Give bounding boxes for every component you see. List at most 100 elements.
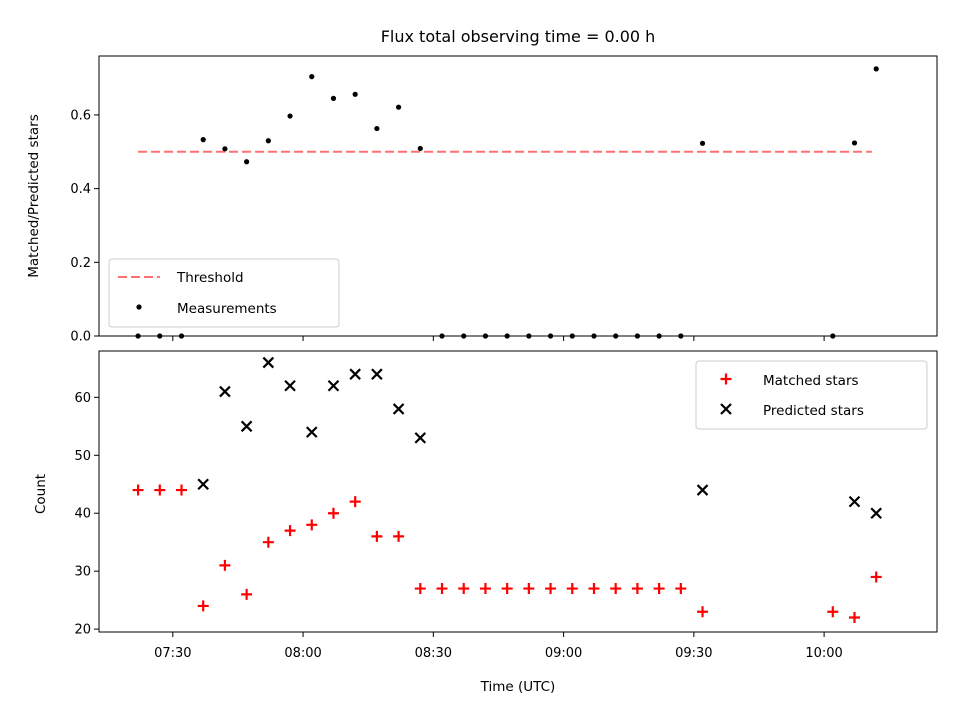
matched-point-20: [566, 583, 578, 595]
matched-point-22: [610, 583, 622, 595]
legend-predicted-label: Predicted stars: [763, 403, 864, 419]
measurement-point-10: [352, 91, 358, 97]
predicted-point-10: [414, 432, 427, 444]
bottom-y-tick-label: 40: [74, 507, 91, 522]
top-x-axis-ticks: [172, 336, 825, 341]
top-legend-frame: [108, 258, 340, 328]
bottom-x-tick-label: 08:30: [415, 646, 452, 661]
bottom-panel-count-plot: 20 30 40 50 60 07:30 08:00 08:30 09:00 09:30 10:0…: [33, 350, 938, 695]
matched-point-1: [154, 484, 166, 496]
predicted-point-2: [240, 420, 253, 433]
predicted-point-6: [327, 379, 340, 392]
bottom-y-axis-label: Count: [33, 474, 49, 514]
predicted-point-3: [262, 356, 275, 369]
measurement-point-12: [395, 104, 402, 110]
legend-measurements-swatch: [136, 304, 142, 310]
measurement-point-3: [200, 137, 206, 143]
top-y-tick-label: 0.2: [70, 256, 91, 271]
matched-point-12: [393, 530, 405, 542]
matched-point-2: [175, 484, 187, 496]
predicted-point-5: [305, 426, 318, 438]
bottom-legend-frame: [695, 360, 928, 430]
matched-point-19: [545, 583, 557, 595]
bottom-x-tick-label: 09:00: [545, 646, 582, 661]
legend-matched-label: Matched stars: [763, 373, 859, 389]
top-y-axis-label: Matched/Predicted stars: [26, 114, 42, 277]
predicted-point-13: [870, 507, 882, 520]
top-plot-frame: [98, 55, 938, 337]
measurement-point-4: [222, 146, 228, 152]
bottom-y-tick-label: 30: [74, 565, 91, 580]
measurement-point-8: [309, 74, 315, 80]
legend-matched-marker: [720, 373, 732, 385]
matched-point-23: [631, 583, 643, 595]
predicted-point-7: [349, 368, 361, 380]
bottom-y-tick-label: 20: [74, 623, 91, 638]
matched-point-26: [697, 606, 709, 618]
matched-point-6: [262, 536, 274, 548]
matched-point-0: [132, 484, 144, 496]
legend-predicted-swatch: [720, 403, 732, 415]
figure-title: Flux total observing time = 0.00 h: [381, 27, 656, 46]
matched-point-13: [414, 583, 426, 595]
predicted-point-12: [848, 495, 861, 508]
bottom-x-tick-label: 08:00: [284, 646, 321, 661]
x-axis-label: Time (UTC): [480, 679, 556, 695]
matched-point-18: [523, 583, 535, 595]
bottom-x-tick-label: 10:00: [805, 646, 842, 661]
legend-predicted-marker: [720, 403, 732, 415]
matched-point-4: [219, 559, 231, 571]
bottom-legend: Matched stars Predicted stars: [695, 360, 928, 430]
matched-point-3: [197, 600, 209, 612]
measurement-point-5: [244, 159, 250, 165]
bottom-plot-frame: [98, 350, 938, 633]
bottom-y-axis-ticks: 20 30 40 50 60: [74, 391, 99, 638]
predicted-point-9: [392, 403, 405, 415]
top-y-tick-label: 0.4: [70, 182, 91, 197]
matched-point-16: [479, 583, 491, 595]
measurement-point-13: [417, 145, 423, 152]
matched-point-5: [241, 588, 253, 600]
matched-point-11: [371, 530, 383, 542]
matched-point-17: [501, 583, 513, 595]
measurement-point-29: [873, 66, 879, 72]
matched-point-7: [284, 525, 296, 537]
measurement-point-6: [265, 138, 271, 144]
predicted-point-4: [284, 379, 296, 392]
bottom-y-tick-label: 60: [74, 391, 91, 406]
matched-point-10: [349, 496, 361, 508]
matched-point-24: [653, 583, 665, 595]
matched-point-29: [870, 571, 882, 583]
top-y-axis-ticks: 0.0 0.2 0.4 0.6: [70, 108, 99, 345]
bottom-y-tick-label: 50: [74, 449, 91, 464]
top-y-tick-label: 0.0: [70, 330, 91, 345]
matched-point-9: [327, 507, 339, 519]
matched-point-15: [458, 583, 470, 595]
measurement-point-9: [330, 95, 337, 101]
measurement-point-11: [374, 125, 380, 132]
legend-matched-swatch: [720, 373, 732, 385]
matched-point-27: [827, 606, 839, 618]
top-legend: Threshold Measurements: [108, 258, 340, 328]
legend-measurements-label: Measurements: [177, 301, 277, 317]
matched-point-28: [849, 612, 861, 624]
top-panel-ratio-plot: 0.0 0.2 0.4 0.6 Matched/Predicted stars Thr…: [26, 55, 938, 345]
measurement-point-28: [851, 140, 858, 146]
measurement-point-26: [699, 140, 706, 146]
bottom-x-tick-label: 07:30: [154, 646, 191, 661]
matched-point-8: [306, 519, 318, 531]
bottom-plot-marks: [132, 356, 882, 624]
predicted-point-11: [696, 484, 709, 496]
predicted-point-8: [371, 368, 383, 380]
matched-point-25: [675, 583, 687, 595]
predicted-point-0: [197, 478, 209, 491]
bottom-x-axis-ticks: 07:30 08:00 08:30 09:00 09:30 10:00: [154, 632, 843, 661]
matched-point-21: [588, 583, 600, 595]
matched-point-14: [436, 583, 448, 595]
legend-threshold-label: Threshold: [176, 270, 244, 286]
predicted-point-1: [219, 385, 231, 398]
measurement-point-7: [287, 113, 293, 119]
top-y-tick-label: 0.6: [70, 108, 91, 123]
